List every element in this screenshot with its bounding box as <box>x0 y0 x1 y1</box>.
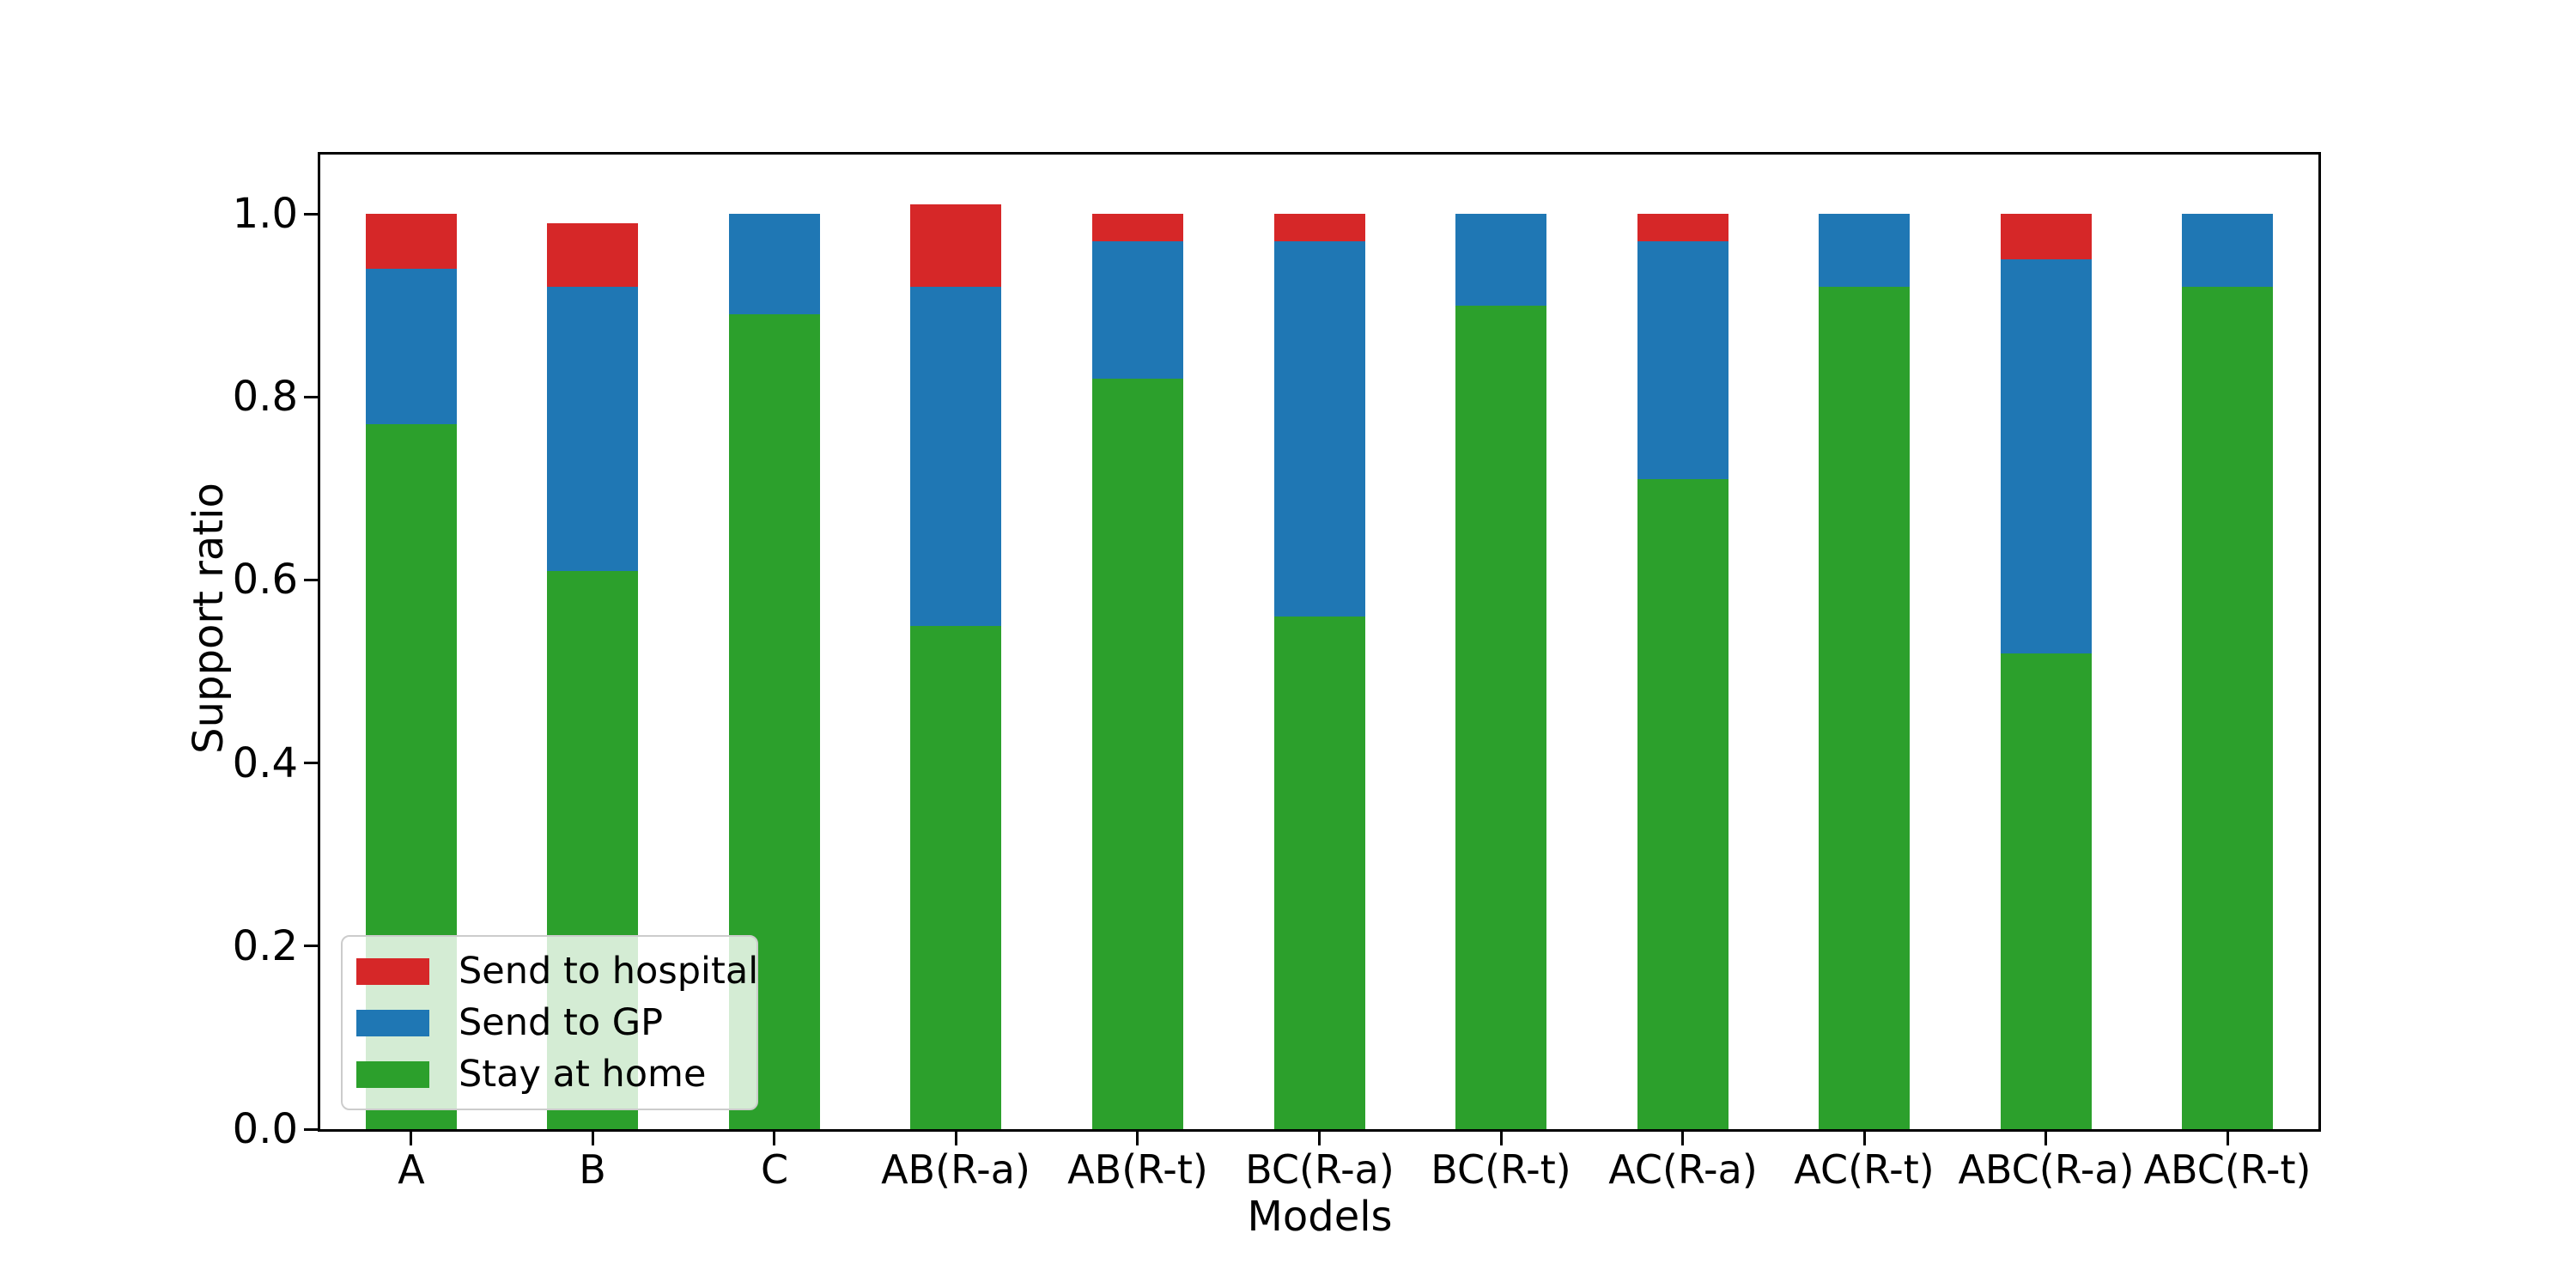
bar-segment-stay-at-home-ac-r-a <box>1637 479 1728 1129</box>
x-tick-label: ABC(R-t) <box>2143 1146 2312 1193</box>
y-tick-mark <box>304 212 318 216</box>
x-tick-label: C <box>760 1146 789 1193</box>
bar-segment-send-to-gp-ac-r-a <box>1637 241 1728 480</box>
x-tick-mark <box>592 1132 594 1145</box>
bar-segment-send-to-gp-b <box>547 287 638 571</box>
y-tick-label: 0.6 <box>232 556 298 605</box>
bar-segment-send-to-hospital-ab-r-a <box>910 204 1001 288</box>
bar-segment-stay-at-home-ab-r-t <box>1092 378 1183 1129</box>
x-tick-label: B <box>579 1146 606 1193</box>
bar-segment-stay-at-home-bc-r-a <box>1274 617 1365 1129</box>
y-tick-mark <box>304 1127 318 1131</box>
legend-item-send-to-hospital: Send to hospital <box>356 949 758 993</box>
bar-segment-stay-at-home-abc-r-t <box>2182 287 2273 1129</box>
bar-segment-send-to-hospital-ab-r-t <box>1092 214 1183 241</box>
bar-segment-send-to-gp-bc-r-t <box>1455 214 1546 306</box>
x-tick-mark <box>773 1132 775 1145</box>
x-tick-label: AB(R-t) <box>1067 1146 1208 1193</box>
x-tick-mark <box>2044 1132 2047 1145</box>
y-tick-label: 0.4 <box>232 738 298 787</box>
x-tick-label: A <box>398 1146 425 1193</box>
bar-segment-send-to-gp-ab-r-a <box>910 287 1001 626</box>
x-axis-label: Models <box>1247 1193 1393 1241</box>
legend-item-send-to-gp: Send to GP <box>356 1000 739 1045</box>
legend-item-stay-at-home: Stay at home <box>356 1052 739 1097</box>
bar-segment-send-to-gp-abc-r-t <box>2182 214 2273 288</box>
x-tick-mark <box>955 1132 957 1145</box>
bar-segment-send-to-gp-c <box>729 214 820 315</box>
bar-segment-send-to-hospital-a <box>366 214 457 269</box>
x-tick-mark <box>1863 1132 1866 1145</box>
legend: Send to hospital Send to GP Stay at home <box>341 935 758 1110</box>
x-tick-label: AC(R-t) <box>1794 1146 1935 1193</box>
bar-segment-send-to-hospital-abc-r-a <box>2001 214 2092 260</box>
bar-segment-stay-at-home-ac-r-t <box>1819 287 1910 1129</box>
y-tick-mark <box>304 762 318 765</box>
y-tick-label: 0.0 <box>232 1105 298 1153</box>
y-tick-mark <box>304 395 318 398</box>
legend-swatch-blue-icon <box>356 1009 429 1036</box>
bar-segment-send-to-gp-bc-r-a <box>1274 241 1365 617</box>
y-tick-label: 1.0 <box>232 190 298 238</box>
bar-segment-send-to-gp-abc-r-a <box>2001 259 2092 653</box>
y-tick-mark <box>304 945 318 948</box>
bar-segment-stay-at-home-bc-r-t <box>1455 305 1546 1129</box>
bar-segment-send-to-hospital-bc-r-a <box>1274 214 1365 241</box>
x-tick-mark <box>1500 1132 1503 1145</box>
legend-swatch-red-icon <box>356 957 429 985</box>
bar-segment-stay-at-home-abc-r-a <box>2001 653 2092 1129</box>
legend-label: Send to GP <box>459 1001 664 1044</box>
x-tick-label: BC(R-t) <box>1431 1146 1571 1193</box>
y-tick-label: 0.2 <box>232 921 298 970</box>
legend-label: Stay at home <box>459 1053 707 1096</box>
bar-segment-send-to-hospital-ac-r-a <box>1637 214 1728 241</box>
plot-area <box>318 152 2321 1132</box>
legend-label: Send to hospital <box>459 950 759 993</box>
x-tick-mark <box>1681 1132 1684 1145</box>
legend-swatch-green-icon <box>356 1060 429 1088</box>
y-tick-mark <box>304 578 318 581</box>
x-tick-label: AC(R-a) <box>1608 1146 1758 1193</box>
bar-segment-send-to-gp-ac-r-t <box>1819 214 1910 288</box>
bar-segment-send-to-hospital-b <box>547 222 638 288</box>
bar-segment-send-to-gp-a <box>366 269 457 425</box>
bar-segment-send-to-gp-ab-r-t <box>1092 241 1183 379</box>
x-tick-mark <box>410 1132 412 1145</box>
x-tick-mark <box>1318 1132 1321 1145</box>
x-tick-label: ABC(R-a) <box>1958 1146 2135 1193</box>
x-tick-mark <box>1136 1132 1139 1145</box>
y-tick-label: 0.8 <box>232 373 298 422</box>
x-tick-mark <box>2227 1132 2229 1145</box>
x-tick-label: BC(R-a) <box>1245 1146 1394 1193</box>
x-tick-label: AB(R-a) <box>881 1146 1030 1193</box>
bar-segment-stay-at-home-ab-r-a <box>910 625 1001 1129</box>
y-axis-label: Support ratio <box>185 483 233 754</box>
